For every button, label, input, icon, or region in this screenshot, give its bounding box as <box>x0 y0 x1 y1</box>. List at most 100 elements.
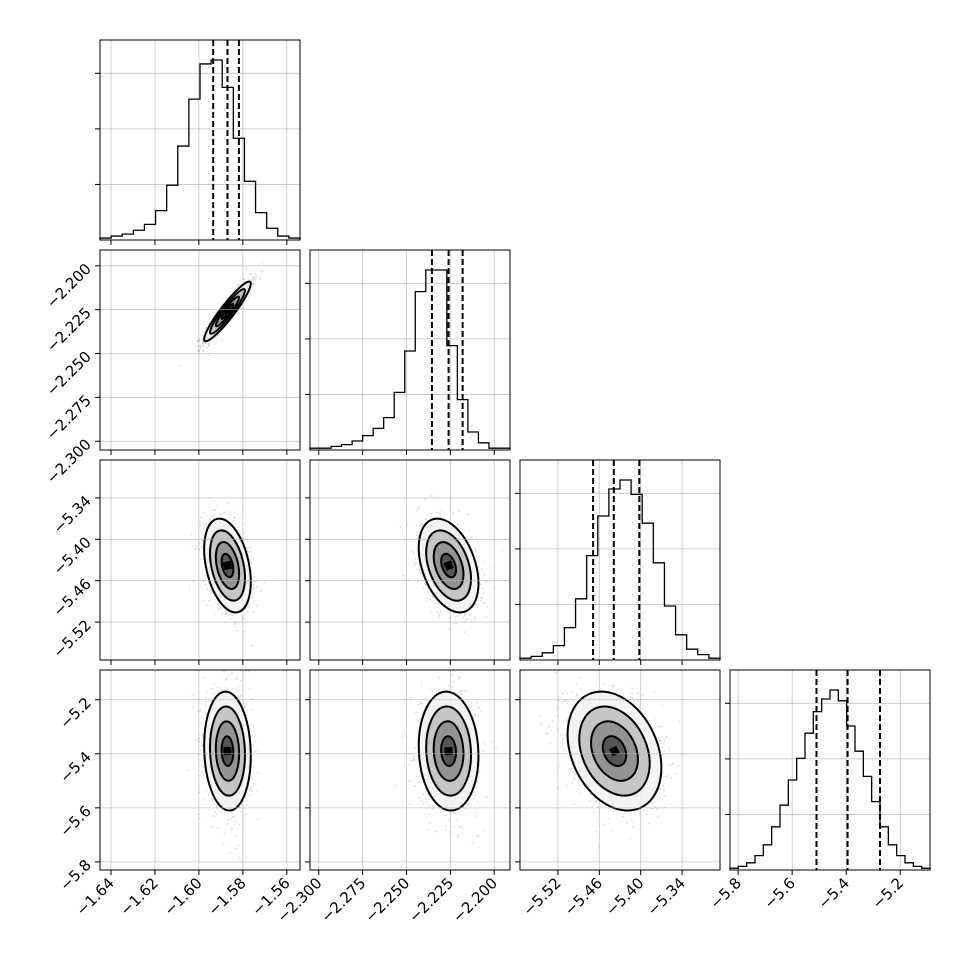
scatter-point <box>589 793 591 796</box>
scatter-point <box>245 855 248 858</box>
histogram-1 <box>309 269 511 450</box>
y-tick-label: −5.6 <box>56 802 94 840</box>
scatter-point <box>218 333 221 336</box>
contour-line <box>440 735 458 767</box>
scatter-point <box>408 764 411 766</box>
scatter-point <box>478 706 480 709</box>
scatter-point <box>207 323 210 326</box>
scatter-point <box>657 816 660 818</box>
scatter-point <box>214 509 217 512</box>
scatter-point <box>486 606 489 608</box>
x-tick-label: −1.60 <box>160 874 205 919</box>
scatter-point <box>253 277 256 280</box>
scatter-point <box>200 765 203 768</box>
scatter-point <box>461 616 464 619</box>
scatter-point <box>225 686 228 689</box>
scatter-point <box>491 740 494 743</box>
scatter-point <box>461 690 463 692</box>
scatter-point <box>245 268 248 271</box>
contour-line <box>440 552 458 579</box>
scatter-point <box>458 614 461 617</box>
scatter-point <box>464 612 466 615</box>
scatter-point <box>259 278 261 280</box>
scatter-point <box>410 550 412 553</box>
scatter-point <box>482 750 485 753</box>
scatter-point <box>438 603 441 606</box>
scatter-point <box>256 586 259 588</box>
scatter-point <box>253 587 256 589</box>
scatter-point <box>252 279 255 282</box>
scatter-point <box>251 707 254 710</box>
scatter-point <box>257 749 259 752</box>
scatter-point <box>246 804 249 806</box>
scatter-point <box>420 684 423 687</box>
contour-line <box>203 280 252 343</box>
scatter-point <box>432 516 435 519</box>
scatter-point <box>234 847 237 850</box>
scatter-point <box>215 813 218 816</box>
scatter-point <box>444 825 447 828</box>
scatter-point <box>572 802 575 805</box>
scatter-point <box>420 523 423 525</box>
scatter-point <box>474 713 477 715</box>
scatter-point <box>203 676 206 679</box>
scatter-point <box>203 523 206 526</box>
contour-line <box>425 705 472 797</box>
scatter-point <box>204 705 207 708</box>
scatter-point <box>441 509 443 511</box>
scatter-point <box>236 286 239 288</box>
scatter-point <box>203 342 206 344</box>
scatter-point <box>477 599 480 602</box>
x-tick-label: −1.62 <box>117 874 162 919</box>
scatter-point <box>255 275 257 278</box>
scatter-point <box>233 516 236 519</box>
scatter-point <box>217 334 219 337</box>
scatter-point <box>412 757 415 760</box>
scatter-point <box>415 510 418 513</box>
scatter-point <box>663 750 666 752</box>
y-tick-label: −2.250 <box>43 348 95 400</box>
scatter-point <box>243 617 246 620</box>
scatter-point <box>593 811 596 813</box>
scatter-point <box>456 614 459 617</box>
scatter-point <box>228 511 231 513</box>
scatter-point <box>454 616 457 618</box>
scatter-point <box>196 340 199 342</box>
scatter-point <box>408 780 410 783</box>
scatter-point <box>419 573 422 575</box>
scatter-point <box>432 808 435 810</box>
scatter-point <box>248 794 251 796</box>
scatter-point <box>198 349 200 352</box>
scatter-point <box>452 511 454 514</box>
scatter-point <box>588 799 591 802</box>
scatter-point <box>236 684 239 687</box>
scatter-point <box>216 686 219 689</box>
scatter-point <box>229 852 231 855</box>
axes-frame <box>309 459 511 661</box>
scatter-point <box>205 696 208 699</box>
scatter-point <box>237 312 240 314</box>
scatter-point <box>432 599 435 602</box>
scatter-point <box>254 273 256 276</box>
scatter-point <box>474 815 477 818</box>
contour-line <box>417 690 480 812</box>
scatter-point <box>203 580 206 583</box>
scatter-point <box>409 696 412 699</box>
scatter-point <box>428 689 431 692</box>
axes-frame <box>309 669 511 871</box>
scatter-point <box>424 797 427 800</box>
scatter-point <box>249 559 251 561</box>
scatter-point <box>476 835 478 838</box>
y-tick-label: −5.4 <box>56 748 94 786</box>
y-tick-label: −2.200 <box>43 260 95 312</box>
scatter-point <box>235 629 238 632</box>
scatter-point <box>242 278 245 281</box>
scatter-point <box>195 738 198 741</box>
scatter-point <box>236 690 238 693</box>
scatter-point <box>187 770 190 772</box>
scatter-point <box>456 836 459 839</box>
scatter-point <box>230 818 233 820</box>
scatter-point <box>424 518 427 521</box>
scatter-point <box>204 700 207 703</box>
scatter-point <box>239 695 241 698</box>
